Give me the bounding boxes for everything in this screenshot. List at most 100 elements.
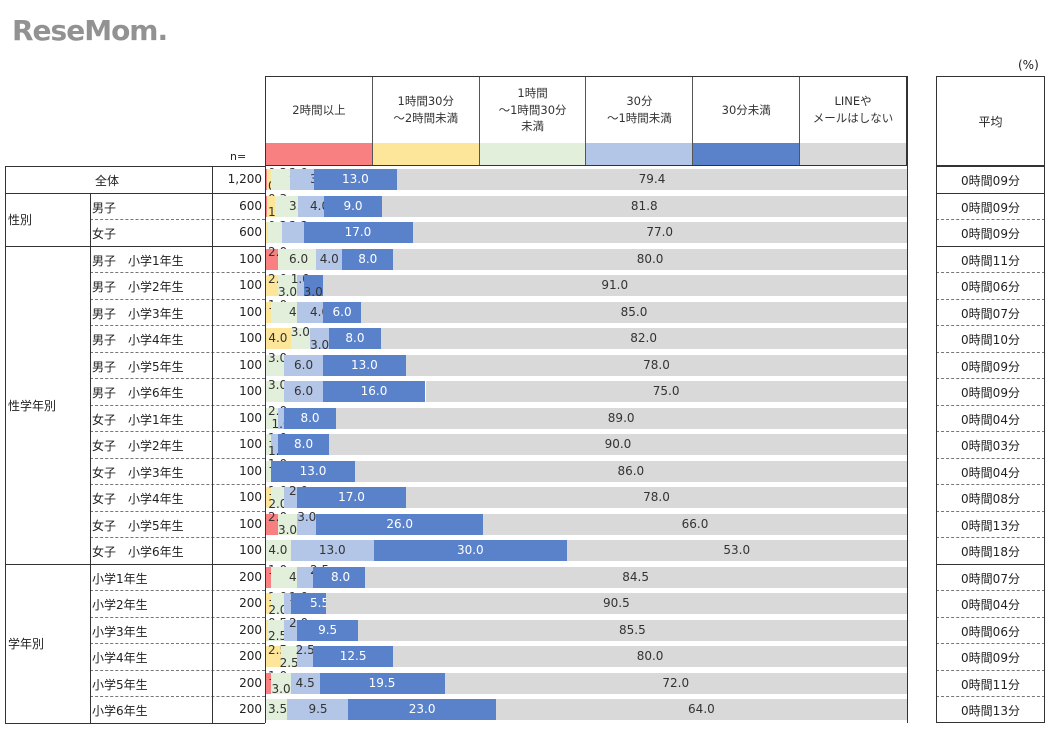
bar-segment (297, 487, 407, 508)
legend-item: 1時間 ～1時間30分 未満 (479, 77, 587, 165)
row-n: 200 (239, 596, 262, 610)
data-label: 30.0 (456, 543, 484, 557)
bar-segment (335, 407, 907, 429)
bar-segment (265, 672, 272, 694)
data-label: 19.5 (368, 675, 396, 690)
bar-segment (265, 301, 272, 323)
row-divider (90, 616, 265, 618)
bar-segment (265, 354, 285, 376)
row-divider (90, 669, 265, 671)
row-label: 男子 小学6年生 (92, 386, 184, 400)
bar-segment (425, 381, 907, 402)
bar-segment (406, 487, 907, 508)
legend-swatch (266, 143, 372, 165)
data-label: 9.5 (308, 702, 328, 716)
n-col-line (212, 166, 213, 723)
data-label: 3.0 (268, 351, 288, 365)
bar-segment (271, 169, 291, 190)
data-label: 2.0 (268, 602, 288, 617)
bar-segment (313, 566, 365, 588)
bar-segment (297, 513, 317, 535)
row-label: 小学4年生 (92, 651, 148, 665)
row-average: 0時間18分 (961, 545, 1020, 559)
row-divider (90, 272, 265, 273)
row-average: 0時間09分 (961, 386, 1020, 400)
bar-segment (277, 248, 317, 270)
row-average: 0時間09分 (961, 359, 1020, 374)
bar-segment (329, 434, 907, 455)
legend-label: 2時間以上 (292, 102, 346, 117)
row-average: 0時間09分 (961, 227, 1020, 241)
bar-segment (271, 460, 355, 482)
bar-segment (566, 540, 907, 561)
row-n: 600 (239, 198, 262, 213)
bar-segment (325, 593, 907, 614)
bar-segment (297, 566, 314, 588)
row-n: 100 (239, 410, 262, 425)
bar-segment (313, 169, 398, 190)
data-label: 3.0 (297, 510, 317, 524)
row-n: 100 (239, 357, 262, 372)
bar-segment (284, 593, 291, 614)
row-n: 100 (239, 463, 262, 478)
avg-divider (936, 245, 1045, 247)
bar-segment (444, 672, 907, 694)
row-average: 0時間03分 (961, 439, 1020, 453)
data-label: 6.0 (332, 304, 352, 319)
bar-segment (397, 169, 907, 190)
row-label: 全体 (95, 174, 120, 188)
data-label: 90.0 (604, 437, 632, 451)
row-average: 0時間04分 (961, 465, 1020, 480)
data-label: 13.0 (342, 172, 369, 186)
avg-column (936, 166, 1045, 723)
row-n: 200 (239, 675, 262, 690)
legend-item: LINEや メールはしない (800, 77, 906, 165)
legend-item: 30分 ～1時間未満 (586, 77, 694, 165)
row-label: 男子 小学4年生 (92, 333, 184, 347)
row-n: 200 (239, 622, 262, 637)
data-label: 77.0 (646, 225, 674, 239)
data-label: 17.0 (344, 225, 372, 239)
bar-segment (271, 566, 298, 588)
bar-segment (274, 195, 299, 217)
bar-segment (297, 646, 314, 667)
unit-label: (%) (1018, 58, 1039, 72)
bar-axis-line (265, 76, 266, 723)
bar-segment (348, 699, 497, 720)
avg-divider (936, 643, 1045, 644)
data-label: 6.0 (289, 251, 309, 266)
row-average: 0時間08分 (961, 492, 1020, 506)
data-label: 53.0 (723, 543, 751, 557)
bar-segment (268, 619, 285, 641)
bar-segment (309, 328, 330, 349)
data-label: 78.0 (643, 490, 670, 504)
row-label: 女子 小学5年生 (92, 518, 184, 533)
bar-segment (290, 540, 375, 561)
data-label: 9.5 (318, 622, 338, 637)
data-label: 3.0 (310, 337, 330, 352)
data-label: 85.5 (619, 622, 646, 637)
row-divider (90, 378, 265, 379)
row-label: 男子 小学2年生 (92, 280, 184, 294)
legend-item: 1時間30分 ～2時間未満 (372, 77, 480, 165)
row-divider (90, 298, 265, 300)
bar-segment (303, 222, 413, 243)
row-n: 100 (239, 304, 262, 319)
avg-header: 平均 (978, 115, 1003, 129)
bar-segment (322, 275, 907, 296)
data-label: 3.0 (277, 523, 298, 537)
data-label: 85.0 (620, 304, 648, 319)
row-divider (90, 351, 265, 353)
avg-divider (936, 616, 1045, 618)
avg-divider (936, 484, 1045, 485)
row-average: 0時間04分 (961, 598, 1020, 612)
bar-segment (290, 672, 320, 694)
data-label: 4.0 (268, 543, 288, 557)
data-label: 17.0 (338, 490, 365, 504)
row-average: 0時間11分 (961, 253, 1020, 268)
legend-swatch (372, 143, 479, 165)
bar-segment (266, 169, 272, 190)
bar-segment (290, 169, 314, 190)
row-average: 0時間09分 (961, 174, 1020, 188)
avg-divider (936, 298, 1045, 300)
